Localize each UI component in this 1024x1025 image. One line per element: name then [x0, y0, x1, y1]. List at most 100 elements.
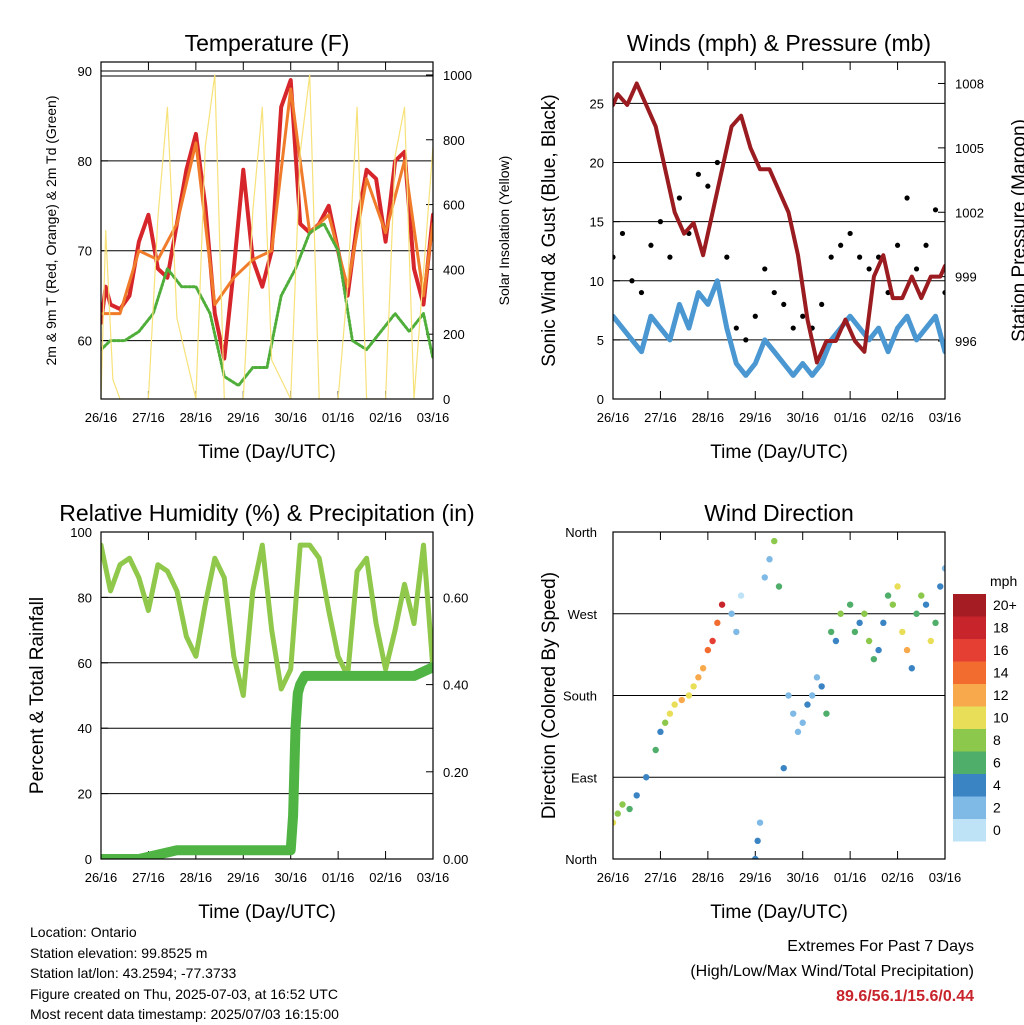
gust-point — [847, 230, 853, 237]
x-tick-label: 27/16 — [132, 870, 165, 885]
legend-swatch — [953, 616, 986, 639]
direction-point — [908, 665, 915, 672]
direction-point — [884, 592, 892, 599]
latlon-text: Station lat/lon: 43.2594; -77.3733 — [30, 965, 237, 981]
direction-point — [870, 655, 878, 663]
direction-point — [913, 610, 920, 617]
x-tick-label: 29/16 — [227, 870, 260, 885]
gust-point — [790, 325, 796, 331]
location-text: Location: Ontario — [30, 924, 137, 940]
direction-point — [927, 637, 934, 645]
wind-line — [613, 278, 945, 378]
y2-tick-label: 0.40 — [443, 678, 468, 693]
y2-tick-label: 999 — [955, 270, 977, 285]
y-tick-label: North — [565, 852, 597, 867]
chart-title: Wind Direction — [704, 500, 854, 526]
direction-point — [899, 628, 906, 636]
direction-point — [875, 646, 882, 654]
x-tick-label: 26/16 — [85, 410, 118, 425]
direction-point — [937, 583, 944, 590]
extremes-subtitle: (High/Low/Max Wind/Total Precipitation) — [690, 963, 974, 980]
y-tick-label: 25 — [590, 96, 604, 111]
gust-point — [923, 242, 929, 248]
y-tick-label: 10 — [590, 274, 604, 289]
direction-point — [626, 805, 633, 813]
direction-point — [880, 619, 887, 627]
y2-tick-label: 1000 — [443, 68, 472, 83]
x-tick-label: 28/16 — [180, 410, 213, 425]
legend-swatch — [953, 819, 986, 842]
y-axis-label: Percent & Total Rainfall — [27, 597, 48, 794]
direction-point — [799, 719, 806, 726]
speed-legend: mph 20+ 18 16 14 12 10 8 6 4 2 0 — [953, 573, 1017, 842]
gust-point — [866, 266, 872, 272]
chart-title: Winds (mph) & Pressure (mb) — [627, 30, 931, 56]
gust-point — [743, 337, 749, 343]
legend-label: 0 — [993, 822, 1001, 838]
plot-frame — [612, 61, 946, 400]
x-tick-label: 26/16 — [597, 870, 630, 885]
pressure-line — [613, 81, 945, 365]
legend-label: 4 — [993, 777, 1001, 793]
x-tick-label: 01/16 — [834, 410, 867, 425]
direction-point — [804, 701, 811, 708]
gust-point — [894, 242, 901, 248]
direction-point — [652, 746, 659, 754]
temp9m-line — [101, 87, 433, 316]
direction-point — [718, 601, 726, 608]
x-tick-label: 27/16 — [132, 410, 165, 425]
y-tick-label: 60 — [78, 656, 92, 671]
gust-point — [629, 278, 635, 284]
x-tick-label: 02/16 — [881, 410, 914, 425]
direction-point — [894, 583, 901, 590]
legend-swatch — [953, 706, 986, 729]
x-tick-label: 02/16 — [881, 870, 914, 885]
direction-point — [685, 692, 693, 699]
y2-axis-label: Solar Insolation (Yellow) — [496, 156, 512, 306]
y-tick-label: 5 — [597, 333, 604, 348]
gust-point — [942, 289, 945, 296]
direction-point — [714, 619, 721, 627]
legend-label: 20+ — [993, 597, 1017, 613]
direction-point — [823, 710, 830, 717]
precip-line — [101, 662, 433, 859]
y-tick-label: 40 — [78, 721, 92, 736]
legend-swatch — [953, 684, 986, 707]
y-tick-label: 90 — [78, 64, 92, 79]
x-tick-label: 01/16 — [322, 410, 355, 425]
y-tick-label: 60 — [78, 334, 92, 349]
y2-tick-label: 1008 — [955, 76, 984, 91]
y2-tick-label: 0.20 — [443, 765, 468, 780]
legend-label: 14 — [993, 665, 1009, 681]
x-tick-label: 28/16 — [180, 870, 213, 885]
y2-tick-label: 0.00 — [443, 852, 468, 867]
direction-point — [771, 537, 778, 545]
direction-point — [756, 819, 764, 826]
direction-point — [775, 583, 783, 590]
y-tick-label: West — [568, 607, 598, 622]
x-axis-label: Time (Day/UTC) — [198, 902, 336, 923]
direction-point — [709, 637, 716, 645]
direction-point — [613, 819, 617, 826]
gust-point — [648, 242, 654, 248]
gust-point — [828, 254, 834, 260]
legend-label: 16 — [993, 642, 1009, 658]
direction-point — [794, 728, 802, 736]
x-tick-label: 30/16 — [786, 870, 819, 885]
y-axis-label: Direction (Colored By Speed) — [539, 572, 560, 819]
gust-point — [752, 313, 758, 319]
x-tick-label: 29/16 — [739, 870, 772, 885]
y2-tick-label: 600 — [443, 198, 465, 213]
winds-pressure-chart: Winds (mph) & Pressure (mb) Time (Day/UTC… — [539, 30, 1024, 463]
x-tick-label: 28/16 — [692, 410, 725, 425]
direction-point — [671, 701, 678, 708]
direction-point — [737, 592, 745, 599]
station-info: Location: Ontario Station elevation: 99.… — [30, 922, 339, 1025]
legend-label: 2 — [993, 800, 1001, 816]
y2-axis-label: Station Pressure (Maroon) — [1009, 119, 1024, 342]
direction-point — [918, 592, 925, 599]
humidity-precip-chart: Relative Humidity (%) & Precipitation (i… — [27, 500, 475, 923]
legend-swatch — [953, 729, 986, 752]
x-tick-label: 02/16 — [369, 870, 402, 885]
direction-point — [827, 628, 835, 636]
